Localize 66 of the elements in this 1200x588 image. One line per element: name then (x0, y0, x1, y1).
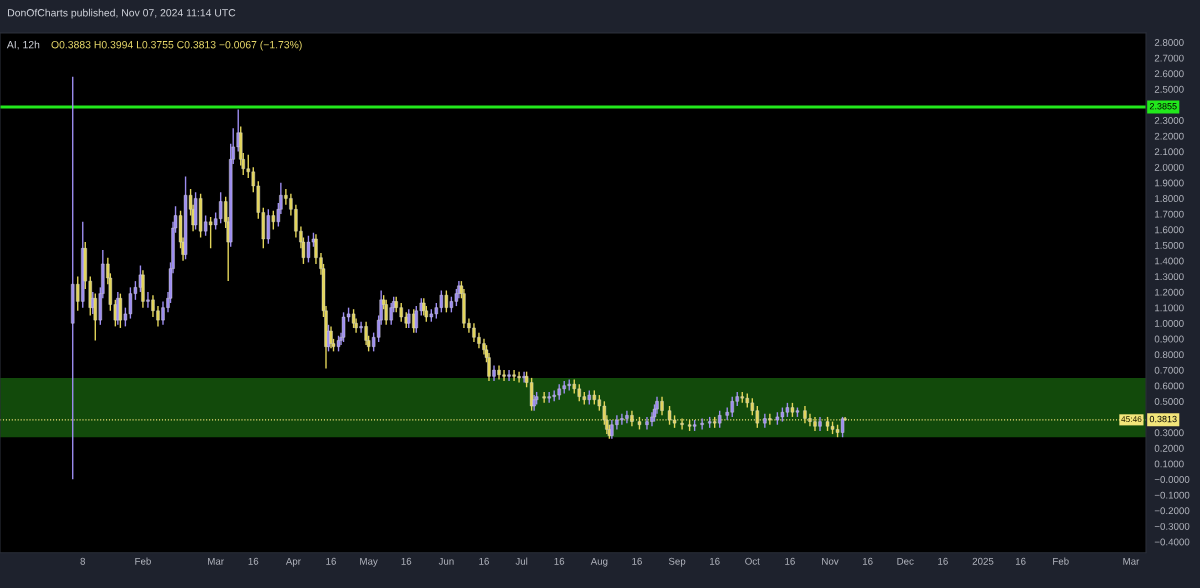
y-tick-label: 0.6000 (1154, 382, 1184, 390)
y-tick-label: 1.7000 (1155, 210, 1184, 218)
x-tick-label: 16 (938, 557, 948, 565)
x-tick-label: Feb (1053, 557, 1069, 565)
x-tick-label: 16 (554, 557, 565, 565)
x-tick-label: Nov (822, 557, 839, 565)
x-tick-label: Jun (438, 557, 454, 565)
y-tick-label: 0.5000 (1154, 398, 1184, 405)
x-tick-label: Aug (590, 557, 608, 567)
x-tick-label: 16 (862, 557, 873, 565)
y-tick-label: 0.1000 (1154, 460, 1184, 468)
y-tick-label: 2.6000 (1154, 70, 1184, 78)
y-tick-label: 1.6000 (1155, 226, 1184, 234)
y-tick-label: −0.2000 (1154, 507, 1190, 515)
x-tick-label: 16 (785, 557, 795, 565)
y-tick-label: 1.8000 (1155, 195, 1184, 203)
y-tick-label: 0.7000 (1154, 366, 1184, 374)
y-tick-label: 1.4000 (1155, 257, 1184, 265)
x-tick-label: 16 (710, 557, 720, 565)
y-tick-label: 1.9000 (1155, 179, 1184, 187)
text: O0.3883 H0.3994 L0.3755 C0.3813 −0.0067 (−1.73%) (51, 40, 302, 51)
y-tick-label: 0.2000 (1154, 444, 1184, 452)
y-tick-label: 1.3000 (1155, 273, 1184, 281)
x-tick-label: 16 (248, 557, 259, 565)
y-tick-label: 1.2000 (1155, 288, 1184, 296)
y-tick-label: 0.3000 (1154, 429, 1184, 437)
x-tick-label: 16 (326, 557, 336, 565)
x-tick-label: Apr (285, 557, 301, 567)
y-tick-label: 1.0000 (1155, 320, 1184, 327)
x-tick-label: Oct (745, 557, 760, 565)
y-tick-label: 2.1000 (1154, 148, 1184, 156)
y-tick-label: 0.8000 (1154, 351, 1184, 359)
x-tick-label: May (360, 557, 378, 567)
y-tick-label: 1.1000 (1155, 304, 1184, 312)
y-tick-label: −0.1000 (1154, 491, 1190, 499)
x-tick-label: 16 (632, 557, 642, 565)
x-tick-label: 16 (401, 557, 412, 565)
y-tick-label: 1.5000 (1155, 241, 1184, 249)
annotation: 45:46 (1121, 416, 1142, 423)
y-tick-label: 2.7000 (1154, 54, 1184, 62)
y-tick-label: 2.0000 (1154, 163, 1184, 171)
x-tick-label: Mar (208, 557, 224, 565)
y-tick-label: 2.5000 (1154, 85, 1184, 93)
x-tick-label: Jul (515, 557, 528, 565)
y-tick-label: 0.9000 (1154, 335, 1184, 343)
ref-line-label: 0.3813 (1149, 415, 1177, 423)
x-tick-label: 16 (1015, 557, 1026, 565)
x-tick-label: Dec (897, 557, 914, 565)
y-tick-label: 2.8000 (1154, 39, 1184, 46)
y-tick-label: −0.4000 (1154, 538, 1190, 546)
x-tick-label: Feb (135, 557, 151, 565)
text: DonOfCharts published, Nov 07, 2024 11:14 UTC (8, 8, 236, 19)
y-tick-label: 2.2000 (1154, 132, 1184, 140)
candlestick (329, 325, 333, 349)
x-tick-label: Sep (668, 557, 686, 567)
y-tick-label: −0.0000 (1154, 476, 1190, 483)
x-tick-label: 8 (80, 557, 86, 565)
candlestick (680, 417, 684, 431)
x-tick-label: 2025 (972, 557, 994, 565)
y-tick-label: −0.3000 (1154, 522, 1190, 530)
x-tick-label: Mar (1123, 557, 1140, 565)
x-tick-label: 16 (479, 557, 489, 565)
y-tick-label: 2.3000 (1154, 117, 1184, 124)
text: AI, 12h (6, 40, 40, 50)
ref-line-label: 2.3855 (1149, 103, 1177, 110)
candlestick (700, 417, 704, 431)
